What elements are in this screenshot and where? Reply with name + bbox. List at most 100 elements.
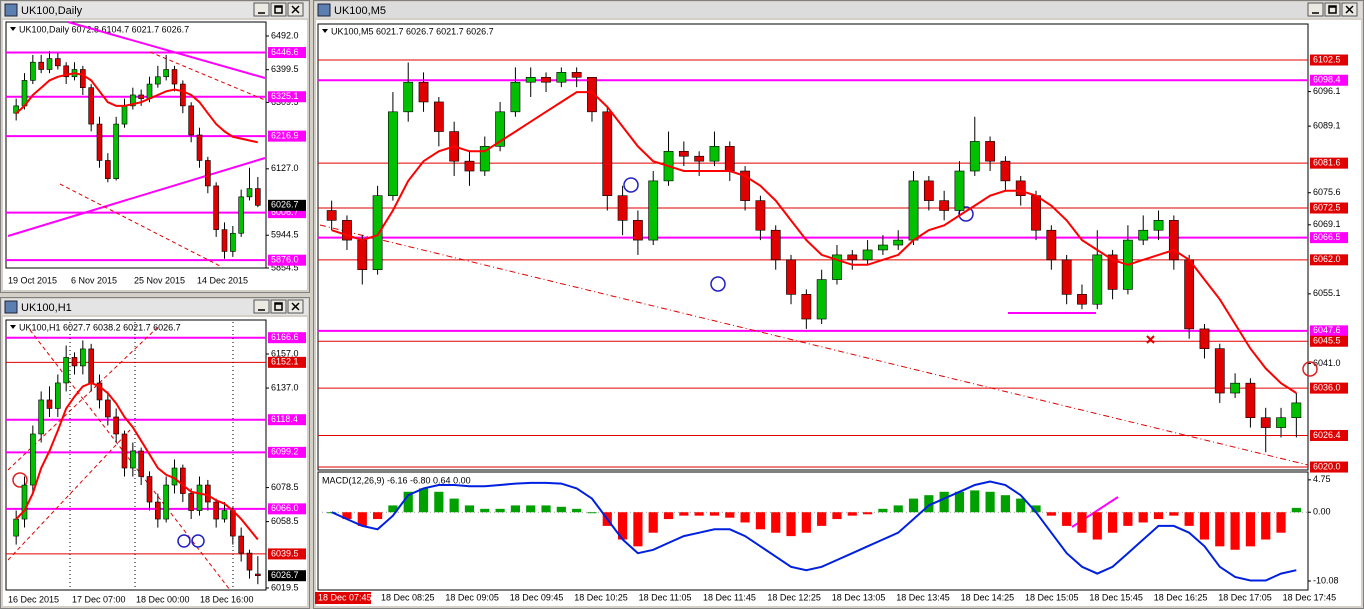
chart-header: UK100,M5 6021.7 6026.7 6021.7 6026.7 [331, 26, 494, 36]
candle-body [46, 58, 53, 70]
candle-body [138, 450, 144, 477]
macd-bar [1245, 512, 1255, 547]
level-label-box [1310, 382, 1348, 394]
x-tick-label: 19 Oct 2015 [8, 275, 57, 285]
candle-body [694, 155, 705, 162]
level-label-box [268, 332, 306, 344]
candle-body [246, 552, 253, 571]
candle-body [146, 83, 153, 99]
candle-body [30, 61, 36, 81]
window-button-min[interactable] [1307, 2, 1324, 17]
candle-body [221, 229, 228, 252]
signal-icon [12, 472, 28, 488]
level-label: 6098.4 [1313, 75, 1341, 85]
candle-body [155, 76, 161, 85]
macd-bar [648, 512, 658, 533]
candle-body [709, 146, 720, 162]
window-title: UK100,H1 [21, 302, 72, 314]
x-tick-label: 18 Dec 15:05 [1025, 592, 1079, 602]
y-tick-label: 6089.1 [1313, 121, 1341, 131]
candle-body [1000, 160, 1011, 182]
macd-bar [863, 512, 873, 515]
macd-bar [847, 512, 857, 516]
y-tick-label: 5944.5 [271, 230, 299, 240]
macd-bar [1230, 512, 1240, 550]
window-title: UK100,M5 [334, 5, 386, 17]
macd-bar [908, 498, 919, 513]
macd-tick-label: 0.00 [1313, 507, 1331, 517]
level-label: 6062.0 [1313, 254, 1341, 264]
candle-body [1153, 220, 1164, 231]
candle-body [357, 239, 368, 270]
macd-header: MACD(12,26,9) -6.16 -6.80 0.64 0.00 [322, 475, 471, 485]
window-button-min[interactable] [253, 2, 270, 17]
candle-body [862, 249, 873, 261]
candle-body [418, 81, 429, 103]
y-tick-label: 6019.5 [271, 582, 299, 592]
candle-body [1092, 254, 1103, 305]
candle-body [255, 573, 261, 577]
macd-bar [1016, 498, 1026, 513]
macd-bar [771, 512, 781, 533]
level-label: 6039.5 [271, 548, 299, 558]
macd-bar [740, 512, 750, 523]
macd-bar [464, 505, 475, 513]
y-tick-label: 6137.0 [271, 382, 299, 392]
level-label-box [1310, 202, 1348, 214]
x-tick-label: 18 Dec 14:25 [961, 592, 1015, 602]
x-tick-label: 18 Dec 10:25 [574, 592, 628, 602]
level-label-box [1310, 254, 1348, 266]
candle-body [221, 510, 228, 520]
header-arrow [322, 29, 328, 33]
candle-body [556, 72, 567, 83]
macd-bar [572, 508, 582, 513]
level-label: 6102.5 [1313, 54, 1341, 64]
macd-bar [1153, 512, 1164, 520]
level-label: 5876.0 [271, 255, 299, 265]
macd-bar [480, 508, 490, 513]
window-button-max[interactable] [1324, 2, 1341, 17]
candle-body [130, 94, 136, 107]
candle-body [230, 232, 236, 252]
moving-average [15, 381, 259, 541]
macd-bar [403, 491, 413, 513]
y-tick-label: 6127.0 [271, 163, 299, 173]
candle-body [908, 180, 919, 241]
candle-body [678, 150, 689, 157]
level-label-box [268, 446, 306, 458]
macd-bar [342, 512, 352, 520]
macd-bar [449, 498, 459, 513]
x-tick-label: 25 Nov 2015 [134, 275, 185, 285]
candle-body [163, 484, 169, 520]
candle-body [633, 220, 643, 241]
trendline [7, 429, 131, 561]
signal-icon [710, 276, 726, 292]
window-button-min[interactable] [253, 299, 270, 314]
level-label-box [268, 47, 306, 59]
candle-body [801, 294, 812, 320]
x-tick-label: 18 Dec 09:45 [510, 592, 564, 602]
candle-body [96, 382, 103, 401]
candle-body [213, 185, 219, 230]
macd-bar [893, 505, 903, 513]
window-button-max[interactable] [270, 2, 287, 17]
y-tick-label: 6399.5 [271, 64, 299, 74]
window-button-max[interactable] [270, 299, 287, 314]
macd-bar [679, 512, 689, 516]
signal-icon [177, 534, 191, 548]
macd-bar [1092, 512, 1102, 540]
candle-body [893, 239, 904, 246]
level-label-box [268, 254, 306, 266]
candle-body [130, 450, 136, 469]
candle-body [205, 484, 211, 503]
candle-body [255, 188, 261, 206]
level-label-box [1310, 325, 1348, 337]
level-label-box [1310, 74, 1348, 86]
candle-body [46, 399, 53, 409]
macd-bar [373, 512, 383, 520]
level-label-box [1310, 335, 1348, 347]
macd-bar [1291, 507, 1301, 513]
candle-body [602, 111, 613, 196]
candle-body [587, 76, 597, 113]
macd-bar [755, 512, 765, 530]
